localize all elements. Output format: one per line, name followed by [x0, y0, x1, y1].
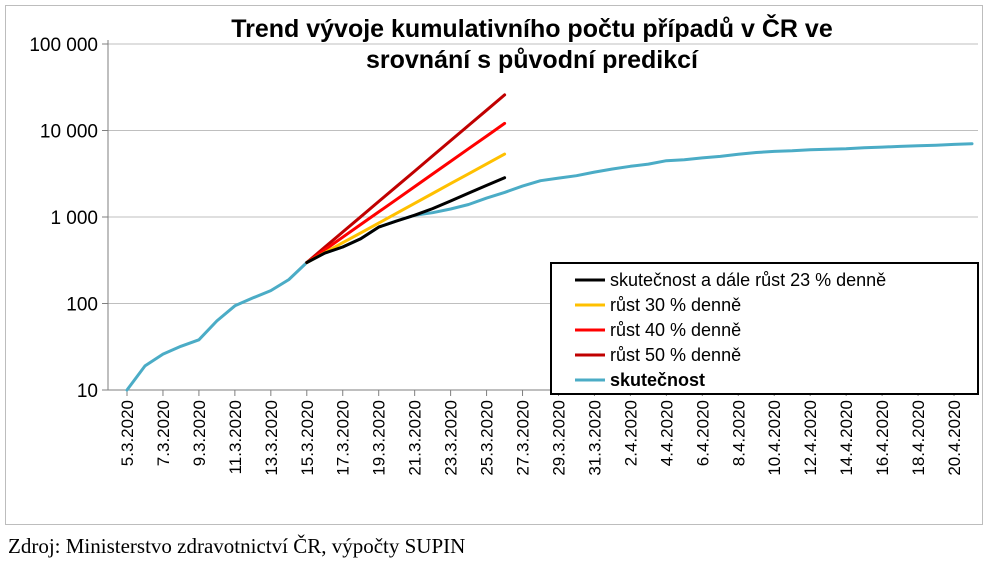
- x-axis-ticks: 5.3.2020 7.3.2020 9.3.2020 11.3.2020 13.3.20…: [118, 390, 964, 476]
- x-tick-label: 25.3.2020: [478, 400, 497, 476]
- x-tick-label: 27.3.2020: [514, 400, 533, 476]
- x-tick-label: 12.4.2020: [801, 400, 820, 476]
- x-tick-label: 5.3.2020: [118, 400, 137, 466]
- x-tick-label: 18.4.2020: [909, 400, 928, 476]
- y-tick-label: 100: [66, 295, 98, 316]
- x-tick-label: 9.3.2020: [190, 400, 209, 466]
- legend: skutečnost a dále růst 23 % denně růst 30…: [550, 262, 979, 395]
- x-tick-label: 6.4.2020: [693, 400, 712, 466]
- y-axis-ticks: 10 100 1 000 10 000 100 000: [29, 35, 108, 402]
- x-tick-label: 17.3.2020: [334, 400, 353, 476]
- series-lines: [125, 93, 974, 392]
- x-tick-label: 10.4.2020: [765, 400, 784, 476]
- x-tick-label: 13.3.2020: [262, 400, 281, 476]
- source-note: Zdroj: Ministerstvo zdravotnictví ČR, vý…: [8, 534, 466, 558]
- line-chart: Trend vývoje kumulativního počtu případů…: [29, 13, 979, 476]
- x-tick-label: 29.3.2020: [549, 400, 568, 476]
- legend-entry: růst 40 % denně: [610, 320, 741, 340]
- y-tick-label: 1 000: [50, 208, 98, 229]
- x-tick-label: 20.4.2020: [945, 400, 964, 476]
- series-line-3: [305, 93, 507, 264]
- x-tick-label: 11.3.2020: [226, 400, 245, 474]
- legend-box: [550, 262, 979, 395]
- x-tick-label: 21.3.2020: [406, 400, 425, 476]
- y-tick-label: 10: [77, 381, 98, 402]
- x-tick-label: 14.4.2020: [837, 400, 856, 476]
- chart-title-line-2: srovnání s původní predikcí: [366, 46, 699, 74]
- series-line-2: [305, 121, 507, 264]
- chart-title-line-1: Trend vývoje kumulativního počtu případů…: [231, 13, 833, 43]
- legend-entry: růst 50 % denně: [610, 345, 741, 365]
- series-line-0: [305, 176, 507, 264]
- x-tick-label: 15.3.2020: [298, 400, 317, 476]
- y-tick-label: 10 000: [40, 122, 98, 143]
- chart-frame: Trend vývoje kumulativního počtu případů…: [5, 5, 983, 525]
- y-tick-label: 100 000: [29, 35, 98, 56]
- series-line-4: [125, 142, 974, 392]
- x-tick-label: 7.3.2020: [154, 400, 173, 466]
- legend-entry: skutečnost: [610, 370, 705, 390]
- legend-entry: růst 30 % denně: [610, 295, 741, 315]
- x-tick-label: 16.4.2020: [873, 400, 892, 476]
- x-tick-label: 23.3.2020: [442, 400, 461, 476]
- x-tick-label: 8.4.2020: [729, 400, 748, 466]
- x-tick-label: 19.3.2020: [370, 400, 389, 476]
- x-tick-label: 4.4.2020: [657, 400, 676, 466]
- series-line-1: [305, 152, 507, 264]
- x-tick-label: 2.4.2020: [621, 400, 640, 466]
- legend-entry: skutečnost a dále růst 23 % denně: [610, 270, 886, 290]
- x-tick-label: 31.3.2020: [585, 400, 604, 476]
